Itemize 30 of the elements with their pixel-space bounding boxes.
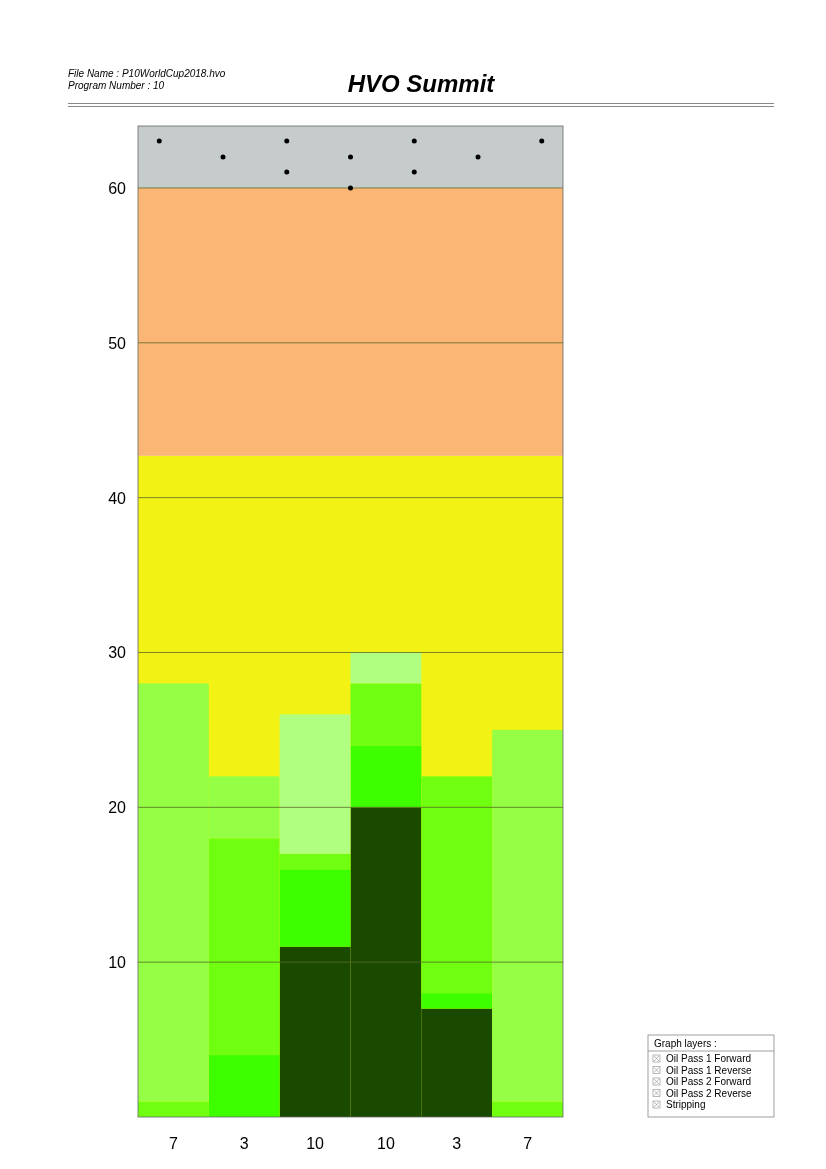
bar [279, 869, 351, 947]
x-tick-label: 3 [452, 1135, 462, 1152]
y-tick-label: 40 [108, 489, 127, 507]
text: Oil Pass 1 Reverse [666, 1064, 753, 1076]
bar [279, 714, 351, 854]
text: Graph layers : [654, 1038, 717, 1049]
bar [350, 683, 422, 746]
x-tick-label: 7 [168, 1135, 178, 1152]
text: Oil Pass 2 Forward [666, 1076, 752, 1087]
y-tick-label: 30 [108, 644, 127, 662]
chart-title: HVO Summit [347, 70, 496, 97]
x-tick-label: 7 [523, 1135, 533, 1152]
text: File Name : P10WorldCup2018.hvo [68, 68, 226, 79]
y-tick-label: 10 [108, 954, 127, 972]
bar [421, 993, 493, 1009]
bar [350, 745, 422, 808]
x-tick-label: 10 [377, 1135, 395, 1152]
text: Program Number : 10 [68, 80, 165, 91]
bar [421, 776, 493, 994]
x-tick-label: 3 [239, 1135, 249, 1152]
text: Oil Pass 1 Forward [666, 1053, 752, 1064]
bar [492, 729, 563, 1102]
y-tick-label: 60 [108, 179, 127, 197]
text: Oil Pass 2 Reverse [666, 1087, 753, 1099]
bar [350, 652, 422, 684]
y-tick-label: 20 [108, 799, 127, 817]
bar [208, 1055, 280, 1117]
x-tick-label: 10 [306, 1135, 325, 1152]
y-tick-label: 50 [108, 334, 127, 352]
text: Stripping [666, 1099, 706, 1110]
